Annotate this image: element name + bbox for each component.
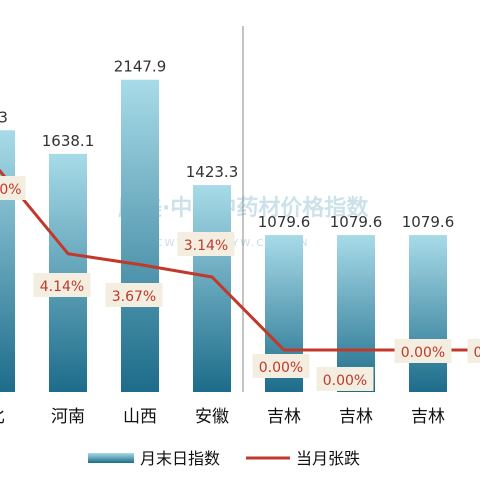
pct-label-box <box>0 176 26 200</box>
category-label: 河南 <box>51 407 85 427</box>
labels-layer: 0.31638.12147.91423.31079.61079.61079.61… <box>0 58 480 427</box>
pct-label: 0 <box>474 345 480 361</box>
bar-value-label: 0.3 <box>0 108 8 126</box>
category-label: 吉林 <box>267 407 301 427</box>
bar-value-label: 1079.6 <box>330 213 383 231</box>
bar-value-label: 1079.6 <box>258 213 311 231</box>
pct-label-box <box>105 283 163 307</box>
bar <box>0 130 15 392</box>
bar-value-label: 1079.6 <box>402 213 455 231</box>
pct-label: 3.67% <box>112 289 156 305</box>
category-label: 安徽 <box>195 407 229 427</box>
bar <box>121 79 159 392</box>
pct-label-box <box>252 354 310 378</box>
legend-bar-swatch <box>88 453 134 463</box>
bar <box>409 235 447 392</box>
pct-label-box <box>394 339 452 363</box>
bar-value-label: 1423.3 <box>186 163 239 181</box>
legend-line-label: 当月张跌 <box>296 449 360 468</box>
category-label: 吉林 <box>411 407 445 427</box>
category-label: 山西 <box>123 407 157 427</box>
pct-label: 90% <box>0 182 22 198</box>
pct-label: 0.00% <box>401 345 445 361</box>
bar-value-label: 1638.1 <box>42 132 95 150</box>
category-label: 吉林 <box>339 407 373 427</box>
watermark-text: 康美·中国中药材价格指数 <box>118 195 369 221</box>
pct-label-box <box>467 339 480 363</box>
legend-bar-label: 月末日指数 <box>140 449 220 468</box>
bar <box>337 235 375 392</box>
legend: 月末日指数 当月张跌 <box>88 449 360 468</box>
pct-label: 0.00% <box>259 360 303 376</box>
pct-label-box <box>316 367 374 391</box>
pct-label-box <box>33 273 91 297</box>
pct-label: 4.14% <box>40 279 84 295</box>
bar-value-label: 2147.9 <box>114 58 167 76</box>
pct-label-box <box>177 232 235 256</box>
pct-label: 0.00% <box>323 373 367 389</box>
bar <box>49 153 87 392</box>
pct-label: 3.14% <box>184 238 228 254</box>
category-label: 北 <box>0 407 5 427</box>
